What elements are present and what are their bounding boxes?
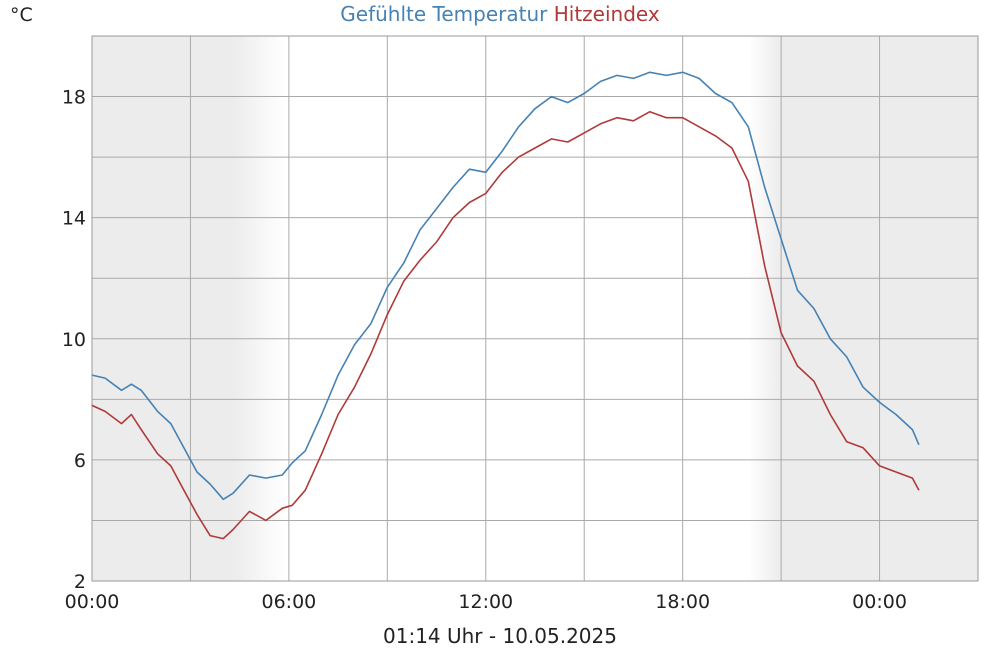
y-tick-label: 2 (74, 571, 86, 593)
y-tick-label: 10 (62, 329, 86, 351)
y-tick-label: 18 (62, 87, 86, 109)
x-tick-label: 18:00 (655, 591, 710, 613)
y-tick-label: 14 (62, 208, 86, 230)
series-lines (91, 71, 920, 540)
grid-lines (91, 35, 979, 582)
series-line-2 (91, 110, 920, 540)
x-tick-label: 06:00 (262, 591, 317, 613)
chart-title: Gefühlte Temperatur Hitzeindex (0, 2, 1000, 26)
y-tick-label: 6 (74, 450, 86, 472)
series-line-1 (91, 71, 920, 501)
unit-label: °C (10, 4, 33, 26)
plot-background (92, 36, 978, 581)
x-tick-label: 00:00 (65, 591, 120, 613)
plot-border (91, 35, 979, 582)
legend-series-1: Gefühlte Temperatur (340, 2, 548, 26)
night-fade (233, 36, 286, 581)
x-tick-label: 12:00 (458, 591, 513, 613)
x-tick-label: 00:00 (852, 591, 907, 613)
night-fade (748, 36, 782, 581)
night-shade (92, 36, 234, 581)
legend-series-2: Hitzeindex (553, 2, 660, 26)
timestamp-footer: 01:14 Uhr - 10.05.2025 (383, 624, 617, 648)
y-axis-ticks: 2 6 10 14 18 (62, 87, 86, 593)
x-axis-ticks: 00:00 06:00 12:00 18:00 00:00 (65, 591, 907, 613)
